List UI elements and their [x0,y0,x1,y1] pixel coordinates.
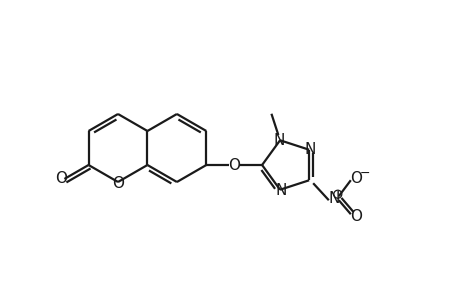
Text: O: O [349,171,361,186]
Text: N: N [273,133,284,148]
Text: O: O [349,209,361,224]
Text: −: − [359,167,369,180]
Text: N: N [275,183,286,198]
Text: N: N [327,191,339,206]
Text: N: N [304,142,315,157]
Text: O: O [112,176,124,190]
Text: O: O [228,158,240,172]
Text: O: O [55,171,67,186]
